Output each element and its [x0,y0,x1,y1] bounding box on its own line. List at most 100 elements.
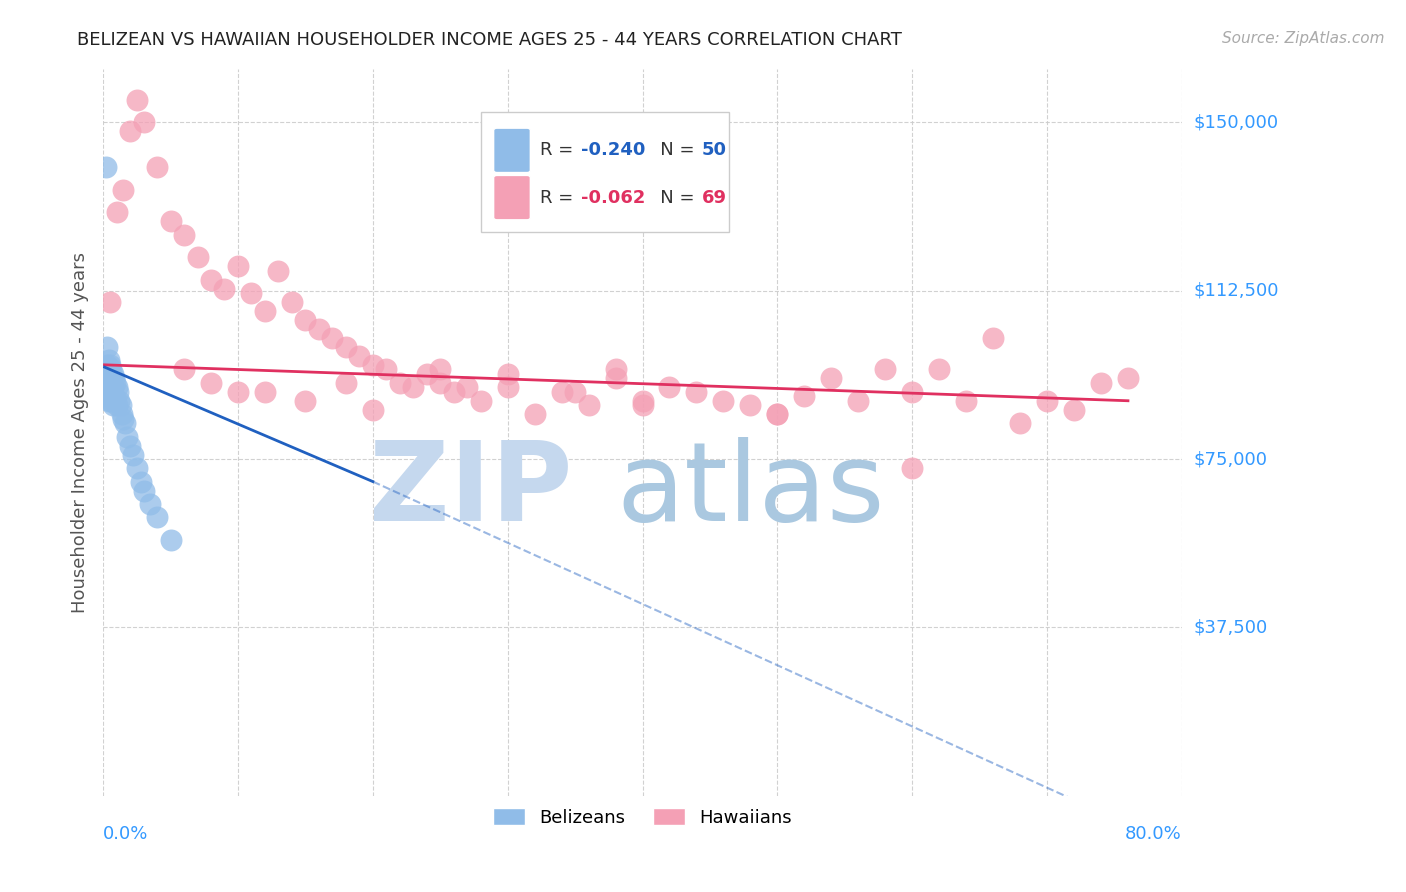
Point [1010,416,1032,430]
Point [658,380,681,394]
Point [335,340,357,354]
FancyBboxPatch shape [494,176,530,219]
Point [98,358,121,372]
Point [94,161,117,175]
Point [112,183,135,197]
Point [308,322,330,336]
Text: $75,000: $75,000 [1194,450,1267,468]
Point [96,371,118,385]
Point [766,407,789,421]
Point [94,384,117,399]
Point [226,259,249,273]
Point [132,115,155,129]
Text: R =: R = [540,188,579,207]
Text: atlas: atlas [616,437,884,544]
Point [605,371,627,385]
Text: BELIZEAN VS HAWAIIAN HOUSEHOLDER INCOME AGES 25 - 44 YEARS CORRELATION CHART: BELIZEAN VS HAWAIIAN HOUSEHOLDER INCOME … [77,31,903,49]
Point [97,380,120,394]
Point [713,393,735,408]
Point [740,398,762,412]
Point [470,393,492,408]
Point [100,371,122,385]
Point [335,376,357,390]
Point [101,380,124,394]
Point [928,362,950,376]
Text: 0.0%: 0.0% [103,825,149,843]
Point [104,376,127,390]
Point [846,393,869,408]
Point [496,380,519,394]
Point [110,398,132,412]
Point [120,439,142,453]
Point [114,416,136,430]
Point [100,393,122,408]
Point [214,281,236,295]
Point [107,384,129,399]
Text: -0.062: -0.062 [581,188,645,207]
Text: ZIP: ZIP [368,437,572,544]
Text: R =: R = [540,141,579,160]
Point [766,407,789,421]
Point [96,358,118,372]
Point [361,358,384,372]
Point [901,384,924,399]
Point [96,389,118,403]
Point [240,285,263,300]
Point [108,393,131,408]
Point [443,384,465,399]
Point [94,376,117,390]
Point [564,384,586,399]
Text: N =: N = [643,188,700,207]
Point [112,411,135,425]
Text: $112,500: $112,500 [1194,282,1278,300]
Point [550,384,572,399]
Point [416,367,439,381]
Point [132,483,155,498]
Point [125,93,148,107]
Point [94,362,117,376]
Point [685,384,707,399]
Point [100,362,122,376]
Point [281,295,304,310]
Point [103,371,125,385]
Point [111,407,134,421]
Point [456,380,478,394]
Point [253,304,276,318]
Legend: Belizeans, Hawaiians: Belizeans, Hawaiians [485,801,800,834]
Point [105,205,128,219]
Point [361,402,384,417]
Text: $150,000: $150,000 [1194,113,1278,131]
Point [429,376,451,390]
Point [93,376,115,390]
Point [294,313,316,327]
Text: 69: 69 [702,188,727,207]
Point [117,430,139,444]
Point [496,367,519,381]
Point [101,398,124,412]
Point [96,378,118,392]
Point [98,295,121,310]
Point [523,407,546,421]
Point [955,393,977,408]
Point [103,389,125,403]
Point [820,371,842,385]
Point [605,362,627,376]
Point [105,380,128,394]
Point [98,376,121,390]
Point [94,380,117,394]
Point [429,362,451,376]
Point [1116,371,1139,385]
Text: -0.240: -0.240 [581,141,645,160]
Point [253,384,276,399]
Point [98,384,121,399]
Point [101,367,124,381]
Point [98,367,121,381]
Point [267,263,290,277]
Text: 50: 50 [702,141,727,160]
Point [93,371,115,385]
Point [375,362,398,376]
Text: N =: N = [643,141,700,160]
Point [321,331,343,345]
Point [93,380,115,394]
Point [901,461,924,475]
